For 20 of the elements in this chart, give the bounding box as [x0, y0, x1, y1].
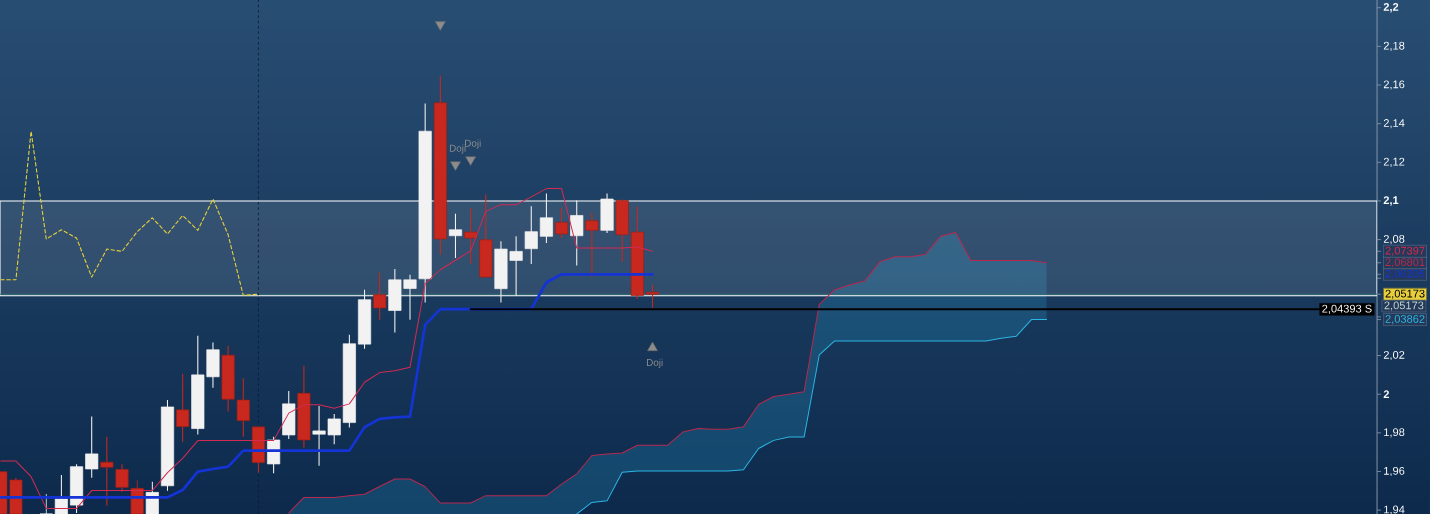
y-tick-label: 2,14 [1383, 119, 1405, 129]
data-label: Doji [449, 144, 466, 154]
y-tick-label: 2,1 [1383, 196, 1399, 206]
y-tick-label: 2,2 [1383, 3, 1399, 13]
data-label: Doji [465, 139, 481, 149]
y-tick-label: 2,02 [1383, 350, 1405, 361]
y-tick-label: 2,16 [1383, 80, 1405, 90]
y-tick-label: 1,98 [1384, 428, 1405, 438]
data-label: Doji [646, 358, 663, 368]
y-tick-label: 2,06801 [1385, 258, 1425, 268]
y-tick-label: 2,03862 [1385, 315, 1425, 325]
y-tick-label: 2,07397 [1385, 246, 1425, 256]
y-tick-label: 1,96 [1384, 466, 1405, 477]
y-tick-label: 2,08 [1383, 235, 1405, 245]
y-tick-label: 2,12 [1383, 157, 1405, 167]
y-tick-label: 2,18 [1383, 41, 1405, 51]
y-tick-label: 2,06205 [1385, 269, 1425, 279]
y-tick-label: 1,94 [1384, 505, 1405, 514]
data-label: 2,04393 S [1322, 304, 1372, 314]
y-tick-label: 2 [1383, 390, 1390, 399]
